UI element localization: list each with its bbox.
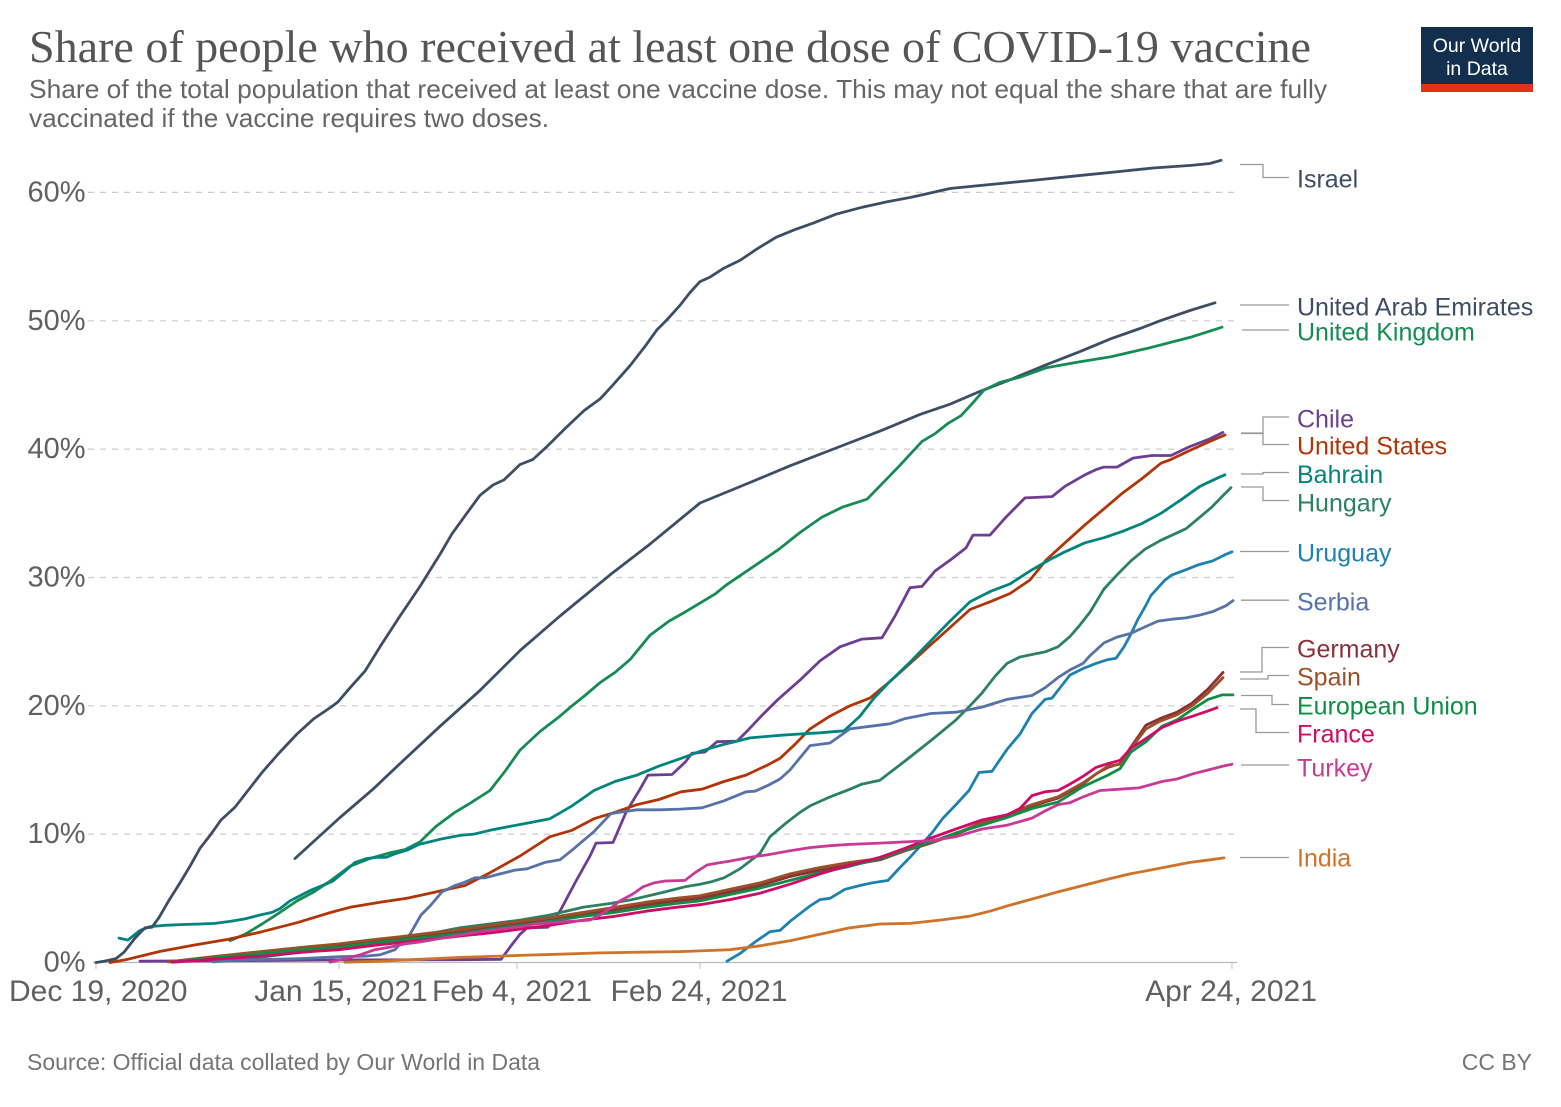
svg-text:10%: 10% [27, 818, 85, 850]
svg-text:20%: 20% [27, 690, 85, 722]
svg-text:CC BY: CC BY [1462, 1049, 1532, 1075]
svg-text:Dec 19, 2020: Dec 19, 2020 [9, 975, 187, 1008]
svg-text:60%: 60% [27, 176, 85, 208]
svg-text:Turkey: Turkey [1297, 755, 1373, 783]
svg-text:Our World: Our World [1433, 35, 1522, 57]
svg-text:Source: Official data collated: Source: Official data collated by Our Wo… [27, 1049, 540, 1075]
svg-text:Bahrain: Bahrain [1297, 461, 1383, 489]
svg-text:30%: 30% [27, 562, 85, 594]
svg-text:India: India [1297, 845, 1351, 873]
svg-text:Uruguay: Uruguay [1297, 540, 1392, 568]
svg-text:Feb 4, 2021: Feb 4, 2021 [432, 975, 592, 1008]
svg-text:in Data: in Data [1446, 58, 1508, 80]
svg-text:Israel: Israel [1297, 166, 1358, 194]
svg-text:Feb 24, 2021: Feb 24, 2021 [611, 975, 788, 1008]
svg-text:Share of the total population: Share of the total population that recei… [29, 74, 1327, 104]
svg-text:vaccinated if the vaccine requ: vaccinated if the vaccine requires two d… [29, 103, 549, 133]
svg-text:40%: 40% [27, 433, 85, 465]
svg-text:50%: 50% [27, 305, 85, 337]
svg-text:European Union: European Union [1297, 693, 1478, 721]
svg-text:Germany: Germany [1297, 636, 1400, 664]
svg-text:Hungary: Hungary [1297, 490, 1392, 518]
svg-text:United States: United States [1297, 433, 1447, 461]
svg-text:Spain: Spain [1297, 664, 1361, 692]
svg-text:Chile: Chile [1297, 406, 1354, 434]
svg-text:0%: 0% [44, 947, 86, 979]
svg-text:United Kingdom: United Kingdom [1297, 319, 1475, 347]
svg-text:Serbia: Serbia [1297, 589, 1369, 617]
svg-text:France: France [1297, 721, 1375, 749]
svg-text:Apr 24, 2021: Apr 24, 2021 [1145, 975, 1317, 1008]
svg-text:Jan 15, 2021: Jan 15, 2021 [254, 975, 427, 1008]
svg-text:Share of people who received a: Share of people who received at least on… [29, 21, 1311, 72]
svg-text:United Arab Emirates: United Arab Emirates [1297, 294, 1533, 322]
